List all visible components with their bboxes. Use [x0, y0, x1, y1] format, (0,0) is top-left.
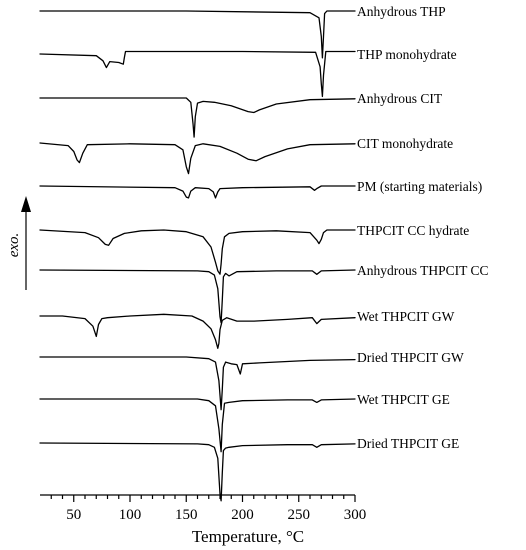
x-tick-label-50: 50 — [66, 507, 81, 523]
x-axis: 50 100 150 200 250 300 — [40, 494, 367, 523]
curve-wet-thpcit-gw — [39, 313, 356, 349]
curves-layer — [39, 10, 356, 502]
exo-indicator: exo. — [6, 196, 31, 290]
series-label-wet-thpcit-ge: Wet THPCIT GE — [357, 392, 450, 407]
curve-thpcit-cc-hydrate — [39, 229, 356, 275]
curve-dried-thpcit-ge — [39, 442, 356, 502]
curve-pm-starting-materials — [39, 185, 356, 199]
series-label-cit-monohydrate: CIT monohydrate — [357, 136, 453, 151]
series-label-dried-thpcit-gw: Dried THPCIT GW — [357, 350, 464, 365]
x-tick-label-200: 200 — [231, 507, 254, 523]
x-tick-label-300: 300 — [344, 507, 367, 523]
x-tick-label-250: 250 — [288, 507, 311, 523]
series-label-thp-monohydrate: THP monohydrate — [357, 47, 457, 62]
series-labels-layer: Anhydrous THP THP monohydrate Anhydrous CI… — [357, 4, 489, 451]
x-axis-title: Temperature, °C — [192, 527, 304, 546]
series-label-thpcit-cc-hydrate: THPCIT CC hydrate — [357, 223, 469, 238]
curve-anhydrous-thpcit-cc — [39, 269, 356, 324]
series-label-dried-thpcit-ge: Dried THPCIT GE — [357, 436, 459, 451]
series-label-anhydrous-thpcit-cc: Anhydrous THPCIT CC — [357, 263, 489, 278]
curve-wet-thpcit-ge — [39, 398, 356, 453]
exo-label: exo. — [6, 233, 22, 258]
curve-thp-monohydrate — [39, 50, 356, 98]
curve-anhydrous-thp — [39, 10, 356, 59]
series-label-anhydrous-thp: Anhydrous THP — [357, 4, 446, 19]
x-tick-label-150: 150 — [175, 507, 198, 523]
x-tick-label-100: 100 — [119, 507, 142, 523]
series-label-wet-thpcit-gw: Wet THPCIT GW — [357, 309, 455, 324]
series-label-anhydrous-cit: Anhydrous CIT — [357, 91, 443, 106]
curve-anhydrous-cit — [39, 97, 356, 138]
exo-arrow-head — [21, 196, 31, 212]
curve-cit-monohydrate — [39, 142, 356, 175]
curve-dried-thpcit-gw — [39, 356, 356, 411]
series-label-pm-starting-materials: PM (starting materials) — [357, 179, 482, 194]
